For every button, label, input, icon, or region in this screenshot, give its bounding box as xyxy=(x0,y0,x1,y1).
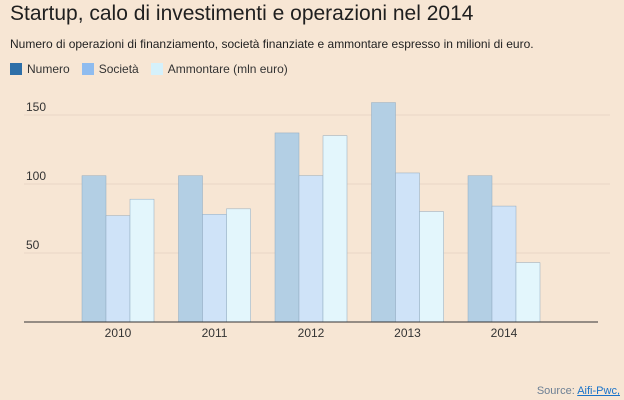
legend-item-numero: Numero xyxy=(10,62,70,76)
bar-numero-2011 xyxy=(178,175,203,323)
bar-ammontare-2013 xyxy=(419,211,444,323)
legend-label-ammontare: Ammontare (mln euro) xyxy=(167,62,288,76)
source-note: Source: Aifi-Pwc, xyxy=(537,385,620,397)
legend-item-societa: Società xyxy=(81,62,139,76)
legend-swatch-numero xyxy=(10,63,22,75)
bar-numero-2012 xyxy=(274,132,300,323)
bar-società-2013 xyxy=(395,172,420,323)
x-tick-label: 2012 xyxy=(298,326,325,340)
bar-società-2014 xyxy=(491,205,517,323)
bar-ammontare-2012 xyxy=(322,135,348,323)
legend: Numero Società Ammontare (mln euro) xyxy=(10,62,300,76)
chart-title: Startup, calo di investimenti e operazio… xyxy=(10,2,474,25)
x-tick-label: 2013 xyxy=(394,326,421,340)
legend-swatch-ammontare xyxy=(150,63,163,75)
x-tick-label: 2010 xyxy=(105,326,132,340)
legend-label-numero: Numero xyxy=(27,62,70,76)
bar-società-2011 xyxy=(202,214,227,323)
bar-società-2010 xyxy=(105,215,131,323)
bar-numero-2010 xyxy=(81,175,107,323)
y-tick-label: 150 xyxy=(26,100,46,114)
x-tick-label: 2014 xyxy=(491,326,518,340)
bar-ammontare-2014 xyxy=(515,262,541,323)
source-link[interactable]: Aifi-Pwc, xyxy=(577,385,620,397)
y-tick-label: 100 xyxy=(26,169,46,183)
bar-ammontare-2011 xyxy=(226,208,251,323)
source-label: Source: xyxy=(536,385,575,397)
legend-swatch-societa xyxy=(81,63,94,75)
bar-numero-2013 xyxy=(371,102,396,323)
bar-ammontare-2010 xyxy=(129,198,155,323)
bar-numero-2014 xyxy=(467,175,493,323)
chart-subtitle: Numero di operazioni di finanziamento, s… xyxy=(10,37,534,51)
legend-label-societa: Società xyxy=(98,62,139,76)
y-tick-label: 50 xyxy=(26,238,40,252)
bar-società-2012 xyxy=(298,175,324,323)
legend-item-ammontare: Ammontare (mln euro) xyxy=(150,62,288,76)
x-tick-label: 2011 xyxy=(202,326,228,340)
